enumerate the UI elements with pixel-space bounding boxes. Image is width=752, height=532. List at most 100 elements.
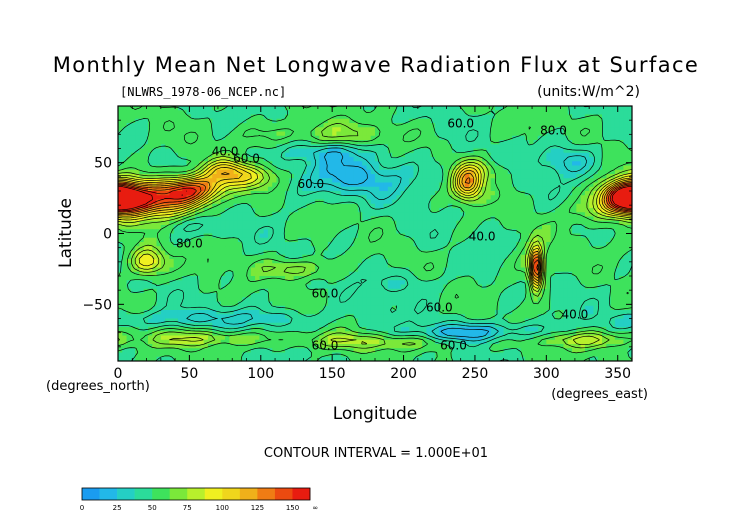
field-cell [413,225,419,230]
field-cell [242,148,247,154]
field-cell [452,237,457,243]
field-cell [216,131,222,137]
field-cell [572,178,577,183]
field-cell [529,220,534,226]
field-cell [267,216,273,222]
field-cell [542,157,547,162]
field-cell [503,263,509,268]
field-cell [460,191,466,196]
field-cell [242,271,247,277]
field-cell [297,135,303,141]
field-cell [276,106,282,111]
field-cell [404,191,410,196]
field-cell [533,208,539,213]
field-cell [225,169,230,175]
field-cell [426,135,432,141]
field-cell [563,229,569,234]
field-cell [297,267,303,273]
field-cell [400,208,406,213]
field-cell [173,237,179,243]
field-cell [173,195,179,200]
field-cell [297,263,303,268]
field-cell [379,195,384,200]
field-cell [469,135,474,141]
field-cell [524,152,530,158]
field-cell [207,199,213,205]
field-cell [417,110,423,115]
field-cell [315,114,320,120]
field-cell [494,242,500,247]
field-cell [336,208,342,213]
field-cell [272,169,277,175]
field-cell [392,199,397,205]
field-cell [447,225,453,230]
field-cell [370,267,376,273]
field-cell [439,208,444,213]
field-cell [456,118,462,124]
field-cell [250,271,256,277]
field-cell [323,237,329,243]
field-cell [190,131,196,137]
field-cell [443,250,449,256]
field-cell [422,169,427,175]
field-cell [315,216,320,222]
field-cell [357,169,363,175]
field-cell [246,208,252,213]
field-cell [366,157,372,162]
field-cell [259,220,264,226]
field-cell [486,118,491,124]
field-cell [602,165,607,171]
field-cell [576,118,581,124]
field-cell [349,225,354,230]
field-cell [366,208,372,213]
field-cell [272,212,277,217]
field-cell [387,110,393,115]
field-cell [417,250,423,256]
field-cell [379,191,384,196]
field-cell [533,195,539,200]
field-cell [494,182,500,188]
field-cell [353,165,359,171]
field-cell [499,123,504,128]
field-cell [383,140,389,145]
field-cell [396,131,402,137]
field-cell [516,157,521,162]
field-cell [584,263,590,268]
field-cell [559,276,564,281]
field-cell [332,110,337,115]
field-cell [169,259,175,264]
field-cell [216,182,222,188]
field-cell [319,165,324,171]
field-cell [310,237,316,243]
field-cell [285,178,290,183]
field-cell [375,250,380,256]
field-cell [507,233,513,239]
field-cell [439,152,444,158]
field-cell [375,212,380,217]
field-cell [152,220,157,226]
field-cell [400,237,406,243]
field-cell [529,152,534,158]
field-cell [503,212,509,217]
field-cell [319,208,324,213]
field-cell [404,242,410,247]
field-cell [396,225,402,230]
field-cell [310,152,316,158]
field-cell [563,199,569,205]
field-cell [417,106,423,111]
field-cell [177,148,183,154]
field-cell [229,144,234,149]
field-cell [546,208,551,213]
field-cell [315,250,320,256]
field-cell [139,174,145,179]
field-cell [173,250,179,256]
field-cell [255,186,260,192]
field-cell [589,254,594,260]
field-cell [422,216,427,222]
field-cell [130,254,136,260]
field-cell [267,263,273,268]
field-cell [426,242,432,247]
field-cell [289,178,294,183]
field-cell [237,203,243,209]
field-cell [280,254,286,260]
